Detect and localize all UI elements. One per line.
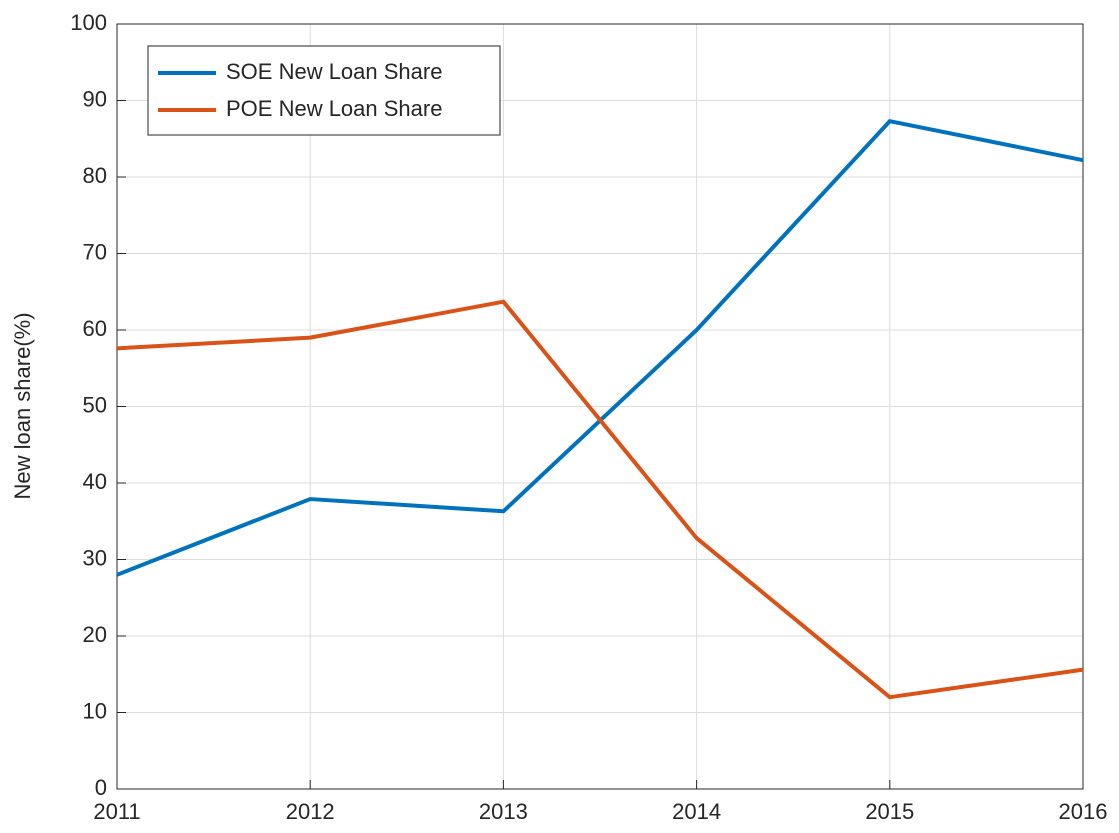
x-tick-label: 2012 xyxy=(286,799,335,824)
plot-frame xyxy=(116,23,1084,790)
data-line xyxy=(116,119,1084,577)
legend-box xyxy=(147,45,501,136)
y-tick-label: 60 xyxy=(83,316,107,341)
y-tick-label: 20 xyxy=(83,622,107,647)
x-tick-label: 2014 xyxy=(672,799,721,824)
x-tick-label: 2015 xyxy=(865,799,914,824)
y-tick-label: 40 xyxy=(83,469,107,494)
y-axis-label: New loan share(%) xyxy=(10,312,35,499)
y-tick-label: 30 xyxy=(83,545,107,570)
y-tick-label: 100 xyxy=(70,10,107,35)
y-tick-label: 70 xyxy=(83,239,107,264)
y-tick-label: 90 xyxy=(83,86,107,111)
x-tick-label: 2016 xyxy=(1059,799,1108,824)
y-tick-label: 10 xyxy=(83,698,107,723)
y-tick-label: 0 xyxy=(95,775,107,800)
y-tick-label: 50 xyxy=(83,392,107,417)
x-tick-label: 2011 xyxy=(93,799,140,824)
x-tick-label: 2013 xyxy=(479,799,528,824)
legend-label: POE New Loan Share xyxy=(226,96,442,121)
legend-label: SOE New Loan Share xyxy=(226,59,442,84)
y-tick-label: 80 xyxy=(83,163,107,188)
data-line xyxy=(116,299,1084,700)
